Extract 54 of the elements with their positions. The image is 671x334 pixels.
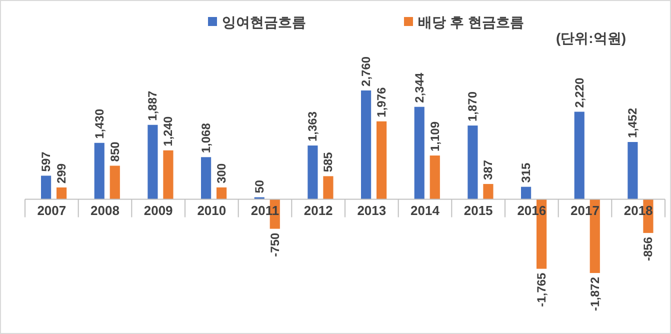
data-label: 1,452 bbox=[626, 108, 640, 138]
x-tick-label: 2012 bbox=[304, 203, 333, 218]
data-label: 1,068 bbox=[199, 122, 214, 154]
legend-label: 배당 후 현금흐름 bbox=[418, 14, 524, 30]
data-label: 300 bbox=[214, 163, 229, 184]
data-label: 1,240 bbox=[161, 116, 176, 146]
data-label: 2,344 bbox=[412, 72, 426, 103]
bar bbox=[94, 142, 104, 200]
bar bbox=[201, 157, 212, 200]
data-label: -856 bbox=[641, 236, 656, 261]
data-label: 2,760 bbox=[359, 56, 374, 86]
data-label: -750 bbox=[268, 232, 282, 257]
bar bbox=[56, 187, 67, 200]
bar bbox=[628, 142, 638, 200]
data-label: 597 bbox=[39, 151, 54, 172]
bar bbox=[110, 166, 120, 200]
bar bbox=[323, 176, 334, 200]
data-label: 315 bbox=[519, 162, 534, 183]
x-tick-label: 2014 bbox=[410, 203, 440, 218]
x-tick-label: 2007 bbox=[37, 203, 66, 218]
bar bbox=[361, 90, 372, 200]
data-label: 850 bbox=[108, 141, 122, 162]
bar bbox=[148, 124, 158, 200]
bar bbox=[308, 146, 318, 200]
bar bbox=[216, 187, 227, 200]
data-label: 1,887 bbox=[146, 90, 160, 121]
data-label: 299 bbox=[54, 163, 69, 184]
bar bbox=[521, 186, 532, 200]
bar bbox=[376, 121, 387, 200]
data-label: 1,430 bbox=[92, 108, 106, 139]
bar bbox=[468, 126, 478, 200]
data-label: -1,765 bbox=[534, 272, 549, 307]
data-label: 1,976 bbox=[374, 87, 389, 118]
data-label: 585 bbox=[321, 152, 336, 172]
data-label: 1,363 bbox=[306, 111, 320, 142]
text: (단위:억원) bbox=[556, 30, 626, 46]
x-tick-label: 2008 bbox=[90, 203, 120, 218]
legend-label: 잉여현금흐름 bbox=[222, 14, 306, 30]
bar bbox=[41, 176, 52, 200]
data-label: -1,872 bbox=[588, 276, 602, 312]
x-tick-label: 2015 bbox=[464, 203, 493, 218]
x-tick-label: 2013 bbox=[357, 203, 386, 218]
data-label: 1,870 bbox=[466, 91, 480, 122]
bar bbox=[414, 106, 424, 200]
bar bbox=[163, 150, 174, 200]
data-label: 50 bbox=[252, 180, 266, 194]
bar bbox=[430, 156, 440, 200]
bar bbox=[574, 112, 584, 200]
data-label: 387 bbox=[481, 160, 496, 180]
x-tick-label: 2010 bbox=[197, 203, 226, 218]
bar bbox=[483, 184, 494, 200]
x-tick-label: 2009 bbox=[144, 203, 173, 218]
data-label: 1,109 bbox=[428, 121, 442, 152]
data-label: 2,220 bbox=[572, 77, 586, 108]
